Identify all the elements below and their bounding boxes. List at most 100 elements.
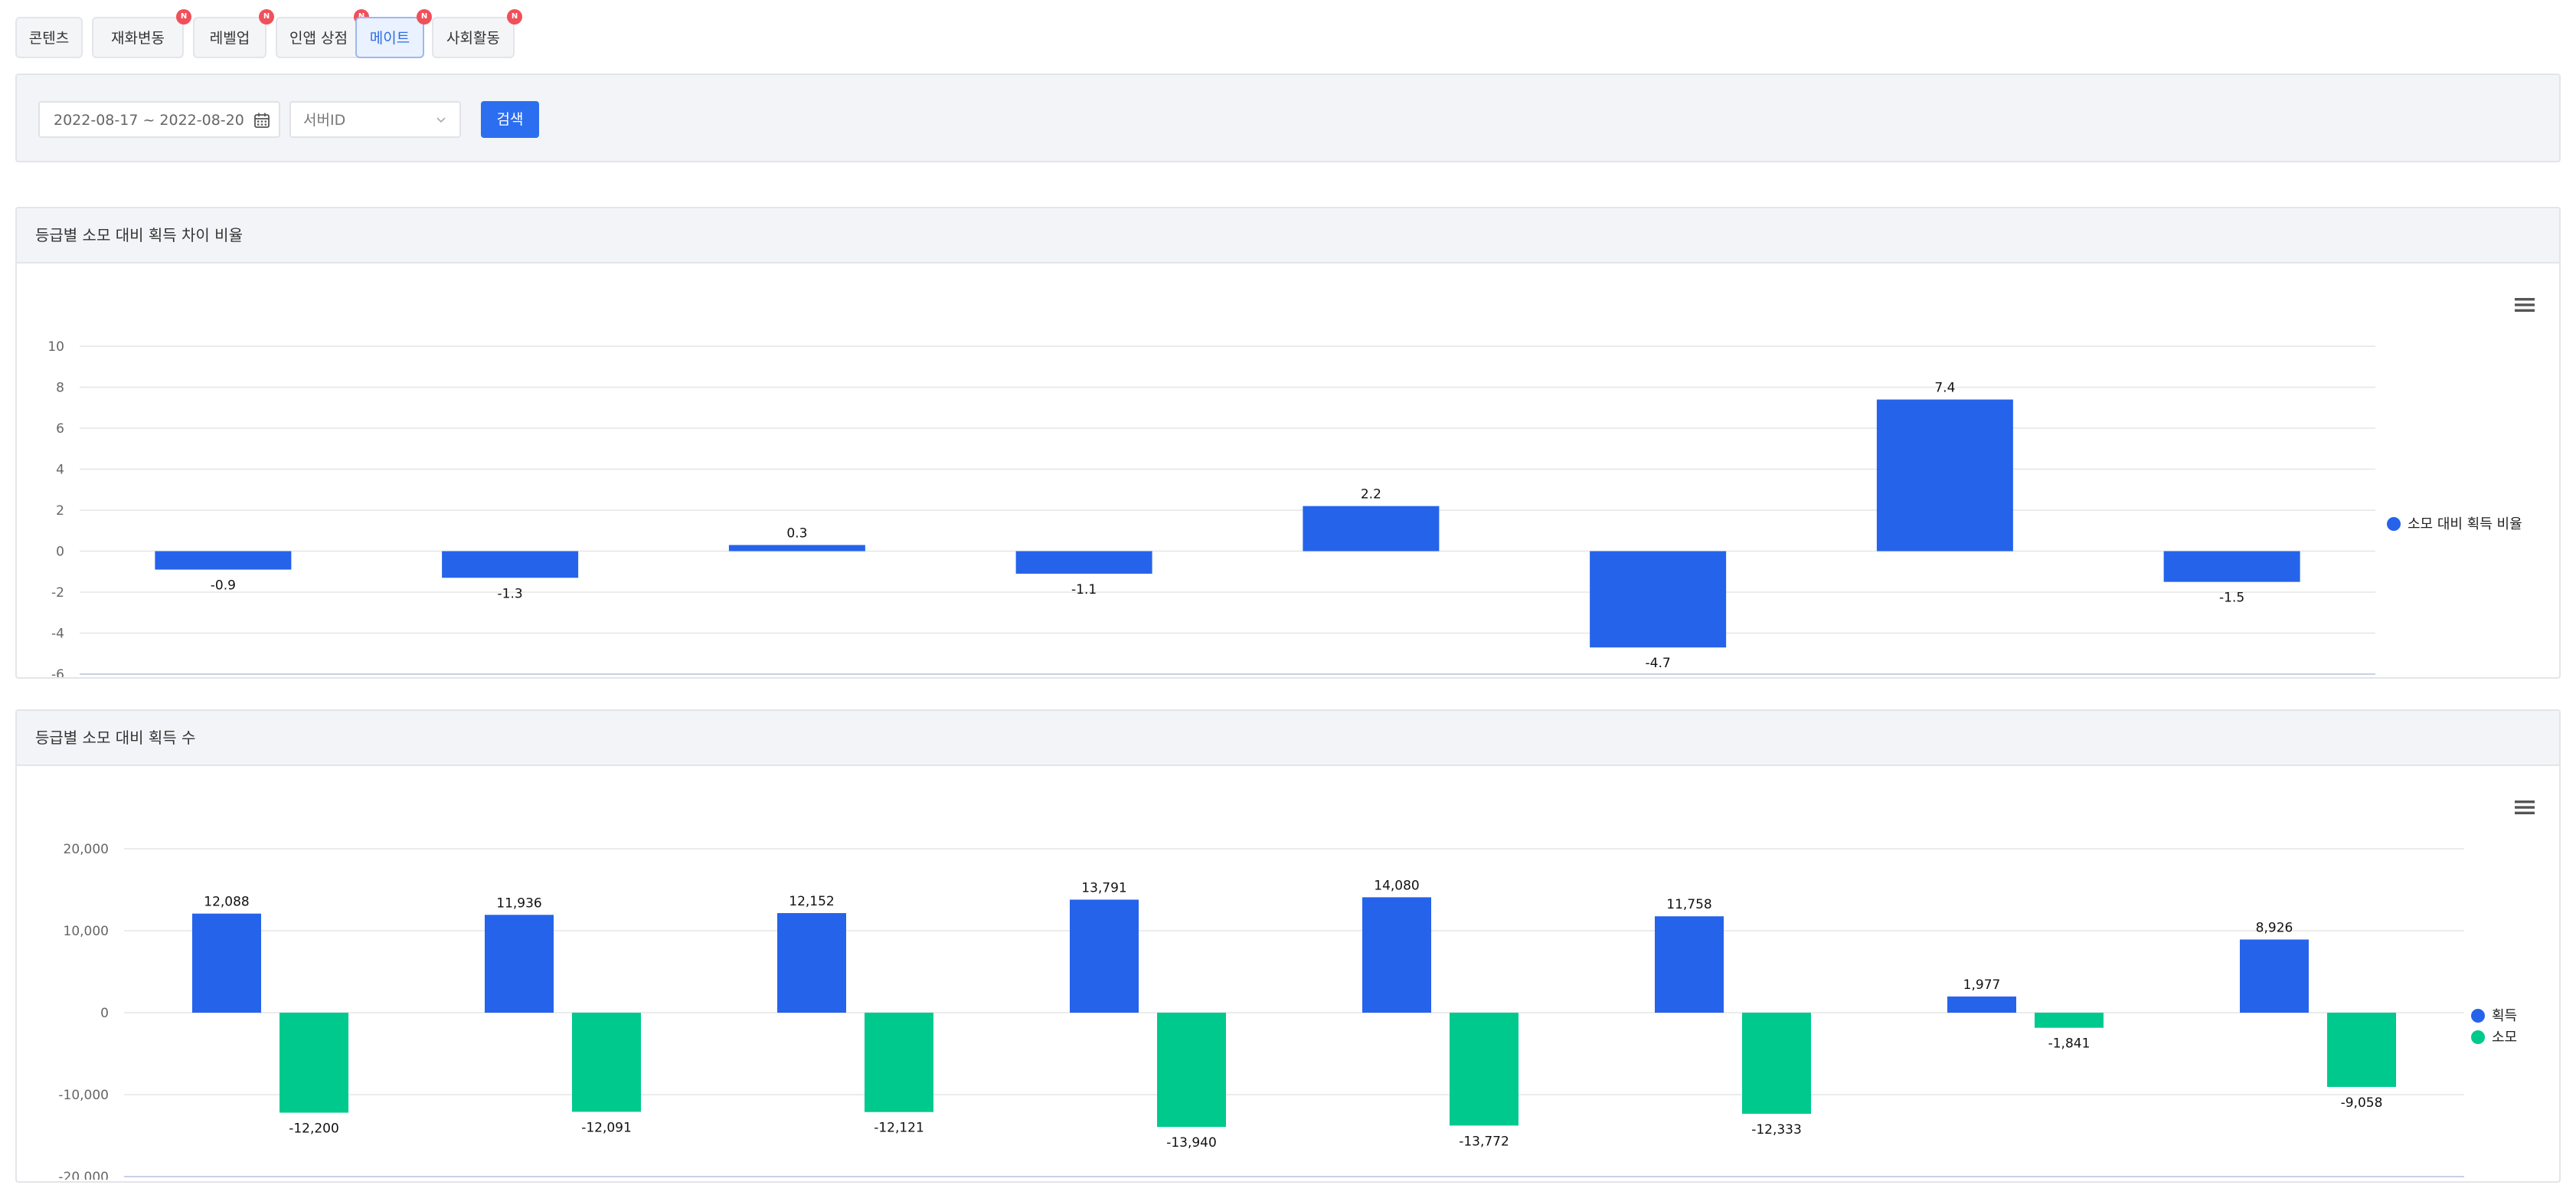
y-tick-label: 8 — [56, 381, 64, 396]
bar — [485, 915, 554, 1013]
new-badge: N — [507, 9, 522, 25]
data-label: -12,200 — [289, 1121, 339, 1137]
y-tick-label: 0 — [100, 1006, 109, 1021]
legend-marker — [2471, 1009, 2485, 1023]
bar — [2163, 551, 2300, 582]
legend-marker — [2387, 517, 2401, 531]
y-tick-label: 0 — [56, 545, 64, 560]
bar — [2035, 1013, 2104, 1028]
bar — [1157, 1013, 1226, 1128]
ratio-bar-chart: 1086420-2-4-61단계-0.92단계-1.33단계0.34단계-1.1… — [47, 339, 2522, 677]
chart-menu-icon[interactable] — [2513, 296, 2536, 314]
date-range-input[interactable]: 2022-08-17 ~ 2022-08-20 — [38, 101, 280, 138]
tab-label: 사회활동 — [446, 30, 500, 47]
tab-label: 메이트 — [369, 30, 410, 47]
bar — [1590, 551, 1727, 648]
legend-label: 획득 — [2492, 1008, 2517, 1024]
search-button[interactable]: 검색 — [481, 101, 539, 138]
calendar-icon[interactable] — [253, 111, 271, 129]
data-label: 2.2 — [1361, 487, 1381, 503]
bar — [2240, 939, 2309, 1013]
count-bar-chart: 20,00010,0000-10,000-20,0001단계12,088-12,… — [58, 842, 2517, 1180]
tab-label: 콘텐츠 — [28, 30, 70, 47]
data-label: 12,088 — [204, 895, 249, 910]
data-label: -12,091 — [581, 1120, 632, 1135]
filter-bar: 2022-08-17 ~ 2022-08-20 서버ID 검색 — [15, 74, 2561, 162]
count-chart-panel: 등급별 소모 대비 획득 수 20,000 10,000 0 -10,000 -20,0… — [15, 709, 2561, 1183]
tab-social-activity[interactable]: 사회활동 N — [432, 9, 522, 58]
bar — [1876, 399, 2013, 552]
legend-label: 소모 대비 획득 비율 — [2408, 516, 2522, 532]
new-badge: N — [176, 9, 191, 25]
bar — [1742, 1013, 1811, 1114]
data-label: -13,940 — [1166, 1135, 1217, 1151]
data-label: 8,926 — [2256, 920, 2293, 935]
data-label: 1,977 — [1963, 977, 2001, 993]
data-label: 12,152 — [789, 894, 834, 909]
data-label: -1.5 — [2219, 591, 2244, 606]
bar — [1070, 899, 1139, 1013]
y-tick-label: 2 — [56, 503, 64, 519]
y-tick-label: -20,000 — [58, 1170, 109, 1180]
tab-label: 재화변동 — [111, 30, 165, 47]
tab-mate[interactable]: 메이트 N — [355, 9, 432, 58]
ratio-chart-panel: 등급별 소모 대비 획득 차이 비율 1086420-2-4-61단계-0.92… — [15, 207, 2561, 679]
tab-inapp-store[interactable]: 인앱 상점 N — [276, 9, 369, 58]
bar — [1655, 916, 1724, 1013]
y-tick-label: 20,000 — [64, 842, 109, 857]
bar — [442, 551, 579, 578]
bar — [1303, 506, 1440, 552]
y-tick-label: 10,000 — [64, 924, 109, 939]
data-label: -12,121 — [874, 1121, 924, 1136]
tab-label: 레벨업 — [209, 30, 250, 47]
bar — [1947, 996, 2016, 1013]
y-tick-label: -2 — [51, 585, 64, 601]
data-label: 14,080 — [1374, 878, 1419, 893]
y-tick-label: 4 — [56, 463, 64, 478]
panel-title: 등급별 소모 대비 획득 수 — [17, 711, 2559, 766]
tab-label: 인앱 상점 — [289, 30, 348, 47]
y-tick-label: -6 — [51, 667, 64, 677]
data-label: -13,772 — [1459, 1134, 1509, 1149]
y-tick-label: 6 — [56, 421, 64, 437]
bar — [1015, 551, 1152, 574]
bar — [192, 913, 261, 1013]
data-label: -9,058 — [2341, 1095, 2383, 1111]
data-label: -12,333 — [1751, 1122, 1802, 1138]
data-label: -4.7 — [1646, 656, 1671, 671]
tab-levelup[interactable]: 레벨업 N — [193, 9, 274, 58]
data-label: 11,758 — [1666, 897, 1711, 912]
panel-title: 등급별 소모 대비 획득 차이 비율 — [17, 208, 2559, 264]
bar — [2327, 1013, 2396, 1087]
bar — [155, 551, 292, 570]
new-badge: N — [259, 9, 274, 25]
data-label: -1.3 — [498, 586, 523, 601]
data-label: -0.9 — [211, 578, 236, 594]
y-tick-label: -4 — [51, 627, 64, 642]
data-label: 11,936 — [496, 895, 541, 911]
bar — [865, 1013, 933, 1112]
data-label: 7.4 — [1934, 381, 1955, 396]
data-label: -1,841 — [2048, 1036, 2091, 1052]
bar — [1362, 897, 1431, 1013]
legend-label: 소모 — [2492, 1030, 2517, 1046]
bar — [1450, 1013, 1518, 1126]
data-label: 0.3 — [786, 525, 807, 541]
data-label: 13,791 — [1081, 880, 1126, 895]
tab-contents[interactable]: 콘텐츠 — [15, 17, 83, 58]
legend-marker — [2471, 1030, 2485, 1044]
bar — [280, 1013, 348, 1113]
y-tick-label: -10,000 — [58, 1088, 109, 1103]
tab-currency-change[interactable]: 재화변동 N — [92, 9, 191, 58]
bar — [777, 912, 846, 1013]
server-id-placeholder: 서버ID — [303, 112, 346, 129]
server-id-select[interactable]: 서버ID — [289, 101, 461, 138]
chevron-down-icon — [436, 117, 446, 123]
data-label: -1.1 — [1071, 582, 1097, 598]
bar — [572, 1013, 641, 1112]
chart-menu-icon[interactable] — [2513, 798, 2536, 817]
bar — [728, 545, 865, 552]
y-tick-label: 10 — [47, 339, 64, 355]
date-range-value: 2022-08-17 ~ 2022-08-20 — [54, 112, 244, 129]
new-badge: N — [417, 9, 432, 25]
